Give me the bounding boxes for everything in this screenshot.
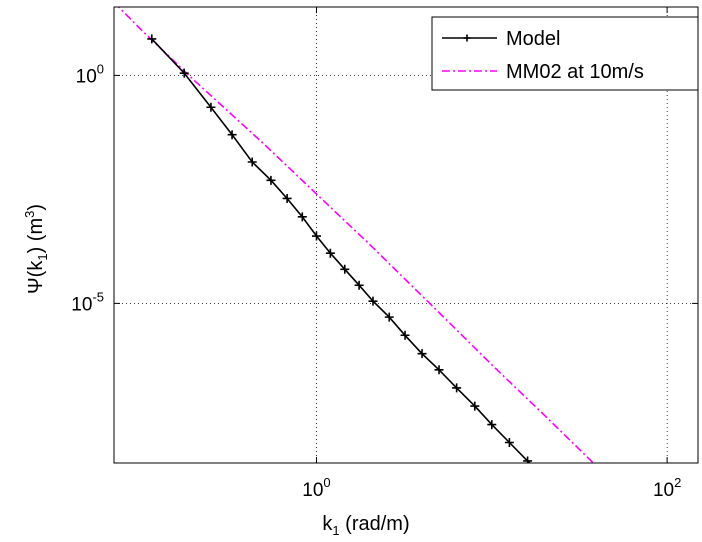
axis-ticks: 100 102 100 10-5 — [71, 7, 698, 501]
model-point — [311, 231, 321, 241]
model-point — [266, 175, 276, 185]
model-point — [206, 102, 216, 112]
legend-marker-model — [463, 34, 471, 42]
model-point — [540, 472, 549, 481]
x-tick-label: 102 — [653, 475, 681, 501]
model-point — [593, 522, 602, 531]
legend-label-model: Model — [506, 28, 560, 50]
model-point — [227, 130, 237, 140]
model-point — [325, 248, 335, 258]
model-point — [452, 383, 462, 393]
model-point — [504, 437, 514, 447]
plot-frame — [113, 6, 699, 464]
model-point — [523, 456, 533, 463]
model-point — [400, 330, 410, 340]
model-point — [610, 538, 619, 542]
legend-label-mm02: MM02 at 10m/s — [506, 61, 644, 83]
y-tick-label: 10-5 — [71, 289, 104, 315]
model-point — [557, 490, 566, 499]
series-line-model — [151, 38, 531, 463]
model-point — [340, 264, 350, 274]
y-axis-label: Ψ(k1) (m3) — [22, 204, 50, 294]
model-point — [354, 280, 364, 290]
legend-box — [431, 16, 699, 91]
model-point — [179, 68, 189, 78]
model-point — [147, 34, 157, 44]
model-point — [487, 420, 497, 430]
model-point — [470, 401, 480, 411]
model-point — [417, 349, 427, 359]
legend: Model MM02 at 10m/s — [431, 16, 699, 91]
model-point — [434, 365, 444, 375]
x-axis-label: k1 (rad/m) — [322, 513, 409, 538]
model-point — [282, 193, 292, 203]
model-point — [297, 212, 307, 222]
y-tick-label: 100 — [76, 61, 104, 87]
series-layer — [117, 7, 619, 542]
model-point — [384, 312, 394, 322]
model-point — [368, 296, 378, 306]
x-tick-label: 100 — [302, 475, 330, 501]
model-point — [576, 506, 585, 515]
series-line-mm02 — [117, 7, 595, 463]
model-point — [247, 157, 257, 167]
